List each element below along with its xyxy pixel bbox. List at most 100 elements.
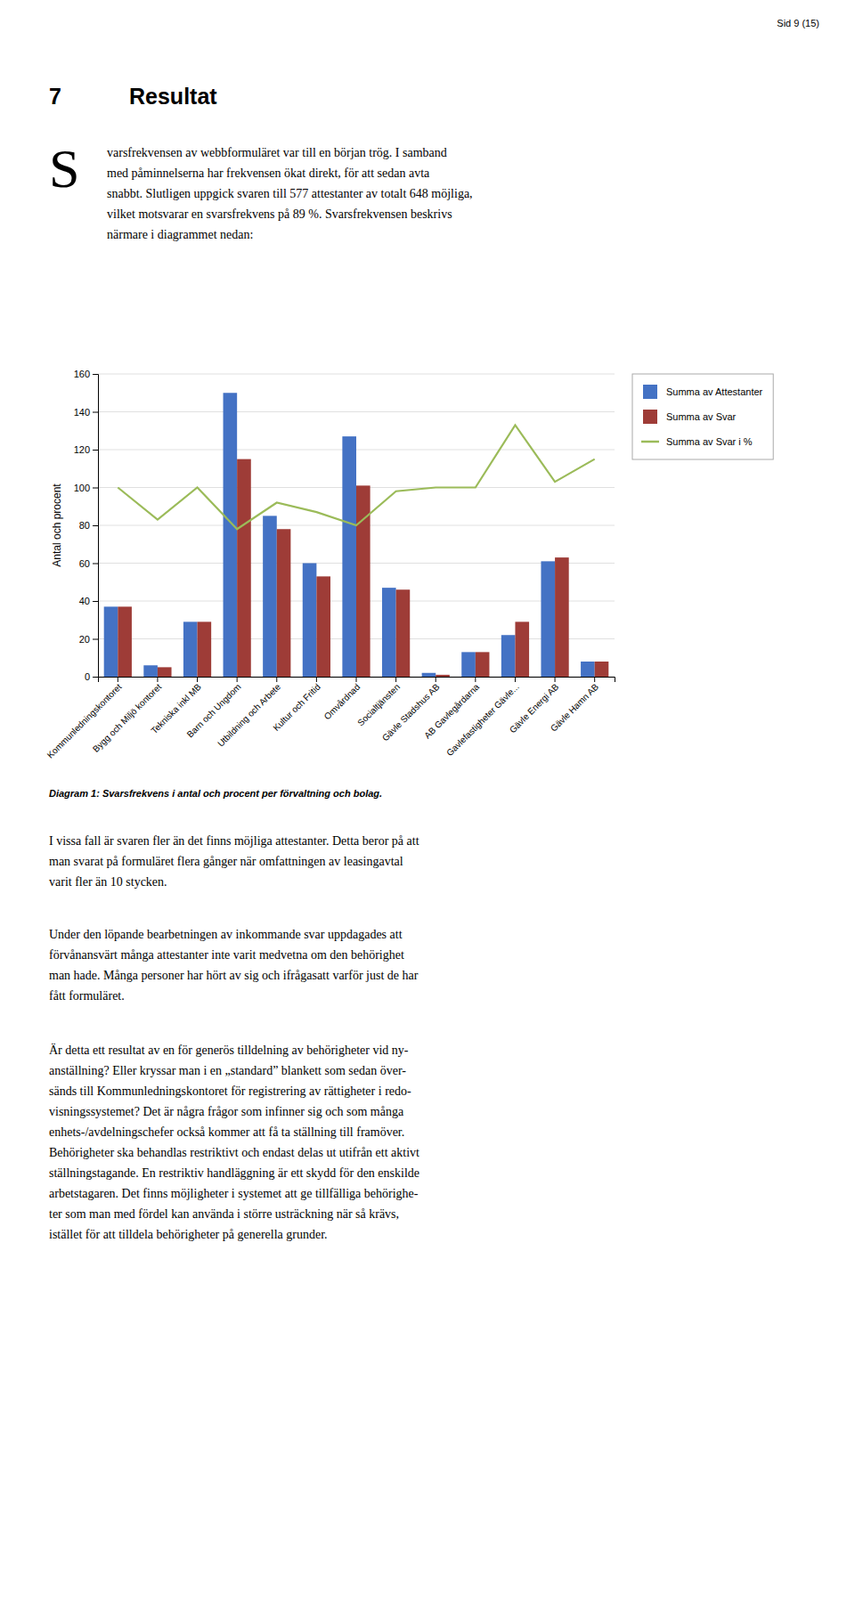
body-line: sänds till Kommunledningskontoret för re… — [48, 1084, 412, 1099]
legend-label: Summa av Attestanter — [666, 386, 764, 398]
x-tick: Socialtjänsten — [355, 676, 402, 728]
x-tick: Gavlefastigheter Gävle... — [444, 676, 522, 758]
y-axis-line — [92, 374, 99, 678]
body-line: varit fler än 10 stycken. — [48, 875, 168, 889]
grid-line — [97, 411, 615, 413]
y-tick-mark — [92, 639, 98, 641]
x-tick: Omvårdnad — [322, 676, 363, 722]
y-tick-mark — [92, 525, 98, 527]
body-line: enhets-/avdelningschefer också kommer at… — [48, 1125, 405, 1140]
x-tick-mark — [356, 676, 358, 683]
bar — [540, 561, 555, 677]
bar — [422, 673, 437, 677]
bar — [316, 576, 331, 677]
y-axis-title: Antal och procent — [50, 483, 64, 568]
body-line: man svarat på formuläret flera gånger nä… — [48, 855, 404, 869]
bar — [223, 392, 238, 677]
x-tick-label: Bygg och Miljö kontoret — [90, 682, 163, 755]
page-canvas: Sid 9 (15)7ResultatSvarsfrekvensen av we… — [0, 0, 855, 1600]
x-tick-label: Omvårdnad — [322, 682, 363, 723]
x-tick-mark — [196, 676, 198, 683]
heading-number: 7 — [48, 83, 62, 109]
y-tick-mark — [92, 488, 98, 489]
grid — [97, 374, 615, 677]
legend-swatch — [643, 409, 658, 424]
page-text: Sid 9 (15)7ResultatSvarsfrekvensen av we… — [48, 17, 820, 1242]
bar — [475, 651, 490, 677]
body-line: ställningstagande. En restriktiv handläg… — [48, 1166, 420, 1181]
x-tick-mark — [316, 676, 318, 683]
bar — [183, 621, 198, 677]
bar — [554, 557, 570, 677]
page-number: Sid 9 (15) — [776, 17, 820, 29]
y-tick-label: 20 — [79, 634, 90, 645]
x-tick-mark — [594, 676, 595, 683]
x-tick-label: Kultur och Fritid — [270, 682, 322, 733]
grid-line — [97, 374, 615, 375]
body-line: visningssystemet? Det är några frågor so… — [48, 1105, 405, 1119]
x-tick-mark — [156, 676, 158, 683]
y-tick-label: 0 — [84, 671, 90, 683]
chart: 0 20 40 60 80 100 120 140 160 Kommunledningskonto… — [45, 368, 774, 799]
x-tick-mark — [514, 676, 516, 683]
x-axis: KommunledningskontoretBygg och Miljö kon… — [45, 676, 616, 761]
bar — [276, 529, 292, 677]
y-tick-mark — [92, 412, 98, 414]
y-axis: 0 20 40 60 80 100 120 140 160 — [73, 368, 99, 683]
x-tick-mark — [474, 676, 476, 683]
y-tick: 0 — [84, 671, 98, 683]
x-tick: Utbildning och Arbete — [215, 676, 283, 750]
bar — [514, 621, 530, 677]
bar — [396, 589, 411, 677]
bar — [117, 606, 132, 677]
body-line: Under den löpande bearbetningen av inkom… — [48, 928, 403, 942]
body-line: I vissa fall är svaren fler än det finns… — [48, 834, 420, 848]
body-line: Är detta ett resultat av en för generös … — [48, 1042, 409, 1058]
body-line: vilket motsvarar en svarsfrekvens på 89 … — [106, 207, 453, 221]
x-tick-mark — [117, 676, 119, 683]
chart-caption: Diagram 1: Svarsfrekvens i antal och pro… — [48, 788, 383, 799]
legend-label: Summa av Svar i % — [666, 436, 753, 448]
page: Sid 9 (15)7ResultatSvarsfrekvensen av we… — [0, 0, 855, 1600]
body-line: man hade. Många personer har hört av sig… — [48, 969, 419, 983]
heading: Resultat — [129, 83, 218, 109]
x-tick-mark — [395, 676, 397, 683]
bar — [501, 635, 516, 677]
line — [117, 424, 595, 530]
x-tick-mark — [435, 676, 437, 683]
y-tick: 140 — [73, 407, 98, 418]
bar — [382, 587, 397, 677]
legend-frame — [632, 374, 774, 460]
bar — [262, 515, 277, 677]
y-tick-label: 100 — [73, 482, 90, 494]
y-tick: 160 — [73, 368, 98, 380]
body-line: förvånansvärt många attestanter inte var… — [48, 948, 405, 962]
x-tick: Bygg och Miljö kontoret — [90, 676, 163, 755]
body-line: snabbt. Slutligen uppgick svaren till 57… — [106, 187, 473, 201]
bar — [580, 661, 595, 677]
y-tick-label: 120 — [73, 444, 90, 456]
legend-swatch — [641, 440, 660, 444]
y-tick-mark — [92, 563, 98, 565]
body-line: istället för att tilldela behörigheter p… — [48, 1228, 328, 1242]
x-axis-line — [98, 677, 616, 684]
bar — [342, 436, 357, 677]
x-tick-label: Gavlefastigheter Gävle... — [444, 682, 522, 759]
bar — [143, 665, 158, 677]
y-tick: 20 — [79, 634, 98, 645]
marks — [104, 392, 610, 677]
y-tick-label: 40 — [79, 595, 90, 607]
legend: Summa av AttestanterSumma av SvarSumma a… — [632, 374, 774, 460]
bar — [435, 675, 450, 677]
y-tick-mark — [92, 374, 98, 375]
x-tick-label: Gävle Hamn AB — [548, 681, 601, 733]
body-line: Behörigheter ska behandlas restriktivt o… — [48, 1146, 420, 1160]
y-tick-label: 60 — [79, 558, 90, 570]
y-tick-label: 160 — [73, 368, 90, 380]
bar — [236, 459, 252, 677]
y-tick-mark — [92, 449, 98, 451]
y-tick: 100 — [73, 482, 98, 494]
x-tick: Kommunledningskontoret — [45, 676, 124, 761]
y-tick: 80 — [79, 520, 98, 531]
body-line: ter som man med fördel kan använda i stö… — [48, 1207, 399, 1222]
